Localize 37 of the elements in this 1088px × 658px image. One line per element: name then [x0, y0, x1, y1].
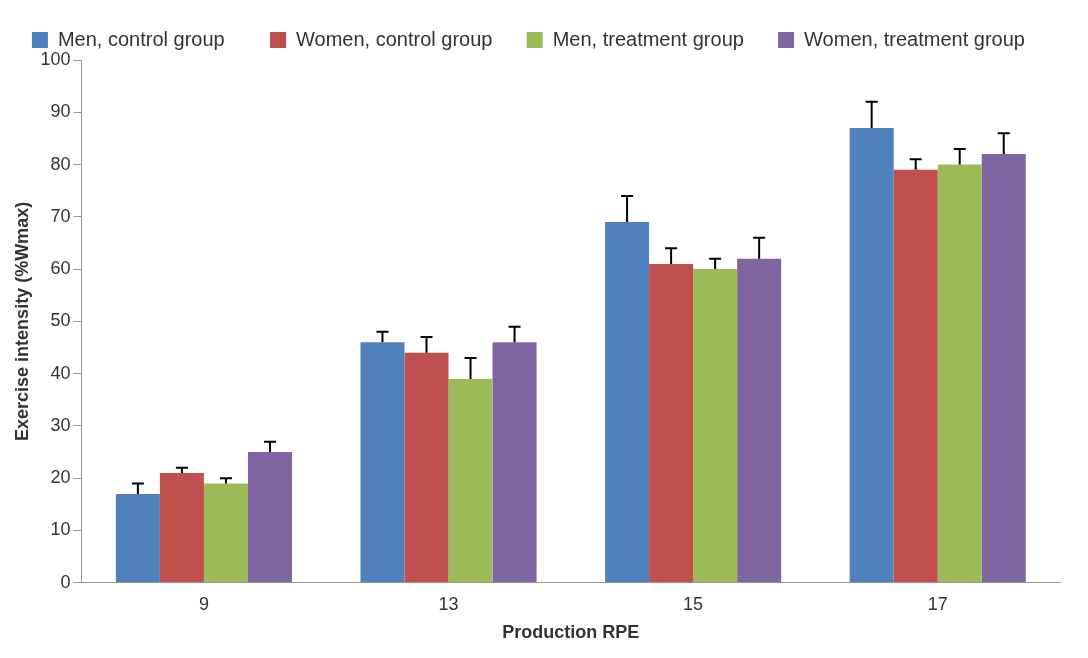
- bar: [849, 127, 894, 583]
- x-tick-label: 15: [683, 593, 704, 614]
- bar: [203, 483, 248, 583]
- bar: [981, 154, 1026, 583]
- y-tick-label: 60: [50, 258, 71, 279]
- legend-label: Women, treatment group: [804, 27, 1037, 50]
- bar: [360, 342, 405, 583]
- x-tick-label: 9: [198, 593, 209, 614]
- y-tick-label: 20: [50, 467, 71, 488]
- y-tick-label: 100: [40, 48, 71, 69]
- x-tick-label: 17: [927, 593, 948, 614]
- bar: [649, 263, 694, 583]
- y-axis-title: Exercise intensity (%Wmax): [11, 201, 32, 441]
- y-tick-label: 30: [50, 414, 71, 435]
- y-tick-label: 40: [50, 362, 71, 383]
- legend-label: Men, control group: [57, 27, 259, 50]
- y-tick-label: 0: [60, 571, 71, 592]
- bar: [893, 169, 938, 583]
- bar: [492, 342, 537, 583]
- bar: [737, 258, 782, 583]
- bar: [404, 352, 449, 583]
- bar: [247, 452, 292, 583]
- x-tick-label: 13: [438, 593, 459, 614]
- bar: [937, 164, 982, 583]
- bar: [693, 269, 738, 583]
- bar: [448, 378, 493, 583]
- y-tick-label: 50: [50, 310, 71, 331]
- bar: [159, 473, 204, 583]
- bar: [115, 493, 160, 583]
- bar: [605, 222, 650, 583]
- y-tick-label: 90: [50, 101, 71, 122]
- legend-label: Women, control group: [296, 27, 515, 50]
- y-tick-label: 70: [50, 205, 71, 226]
- y-tick-label: 10: [50, 519, 71, 540]
- x-axis-title: Production RPE: [502, 622, 640, 643]
- legend-label: Men, treatment group: [552, 27, 767, 50]
- y-tick-label: 80: [50, 153, 71, 174]
